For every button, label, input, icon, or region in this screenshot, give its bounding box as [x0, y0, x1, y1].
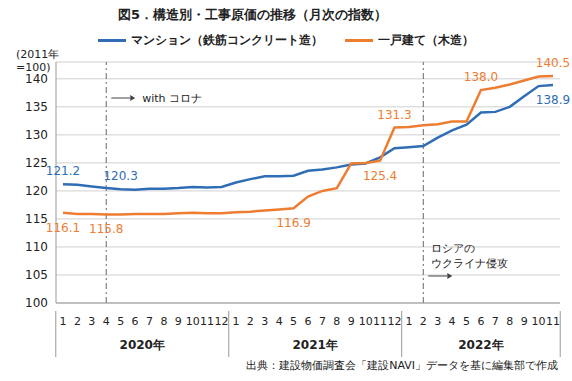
svg-text:135: 135	[25, 100, 48, 114]
svg-text:7: 7	[319, 315, 326, 328]
svg-text:5: 5	[290, 315, 297, 328]
svg-text:12: 12	[215, 315, 229, 328]
svg-text:116.9: 116.9	[276, 216, 310, 230]
html-text:出典：建設物価調査会「建設NAVI」データを基に編集部で作成: 出典：建設物価調査会「建設NAVI」データを基に編集部で作成	[246, 359, 558, 372]
svg-text:115.8: 115.8	[89, 222, 123, 236]
svg-text:110: 110	[25, 240, 48, 254]
html-text:=100): =100)	[16, 61, 51, 74]
svg-text:116.1: 116.1	[46, 221, 80, 235]
html-text:マンション（鉄筋コンクリート造）: マンション（鉄筋コンクリート造）	[131, 33, 323, 47]
svg-text:ロシアの: ロシアの	[431, 242, 475, 255]
svg-text:9: 9	[348, 315, 355, 328]
svg-text:8: 8	[333, 315, 340, 328]
svg-text:8: 8	[506, 315, 513, 328]
svg-text:2020年: 2020年	[120, 338, 165, 352]
svg-text:125: 125	[25, 156, 48, 170]
svg-text:4: 4	[449, 315, 456, 328]
svg-text:131.3: 131.3	[377, 108, 411, 122]
svg-text:1: 1	[405, 315, 412, 328]
svg-text:1: 1	[60, 315, 67, 328]
svg-text:138.0: 138.0	[464, 70, 498, 84]
svg-text:105: 105	[25, 268, 48, 282]
svg-text:4: 4	[103, 315, 110, 328]
svg-text:7: 7	[146, 315, 153, 328]
svg-text:6: 6	[477, 315, 484, 328]
svg-text:9: 9	[521, 315, 528, 328]
svg-text:with コロナ: with コロナ	[142, 92, 202, 105]
svg-text:ウクライナ侵攻: ウクライナ侵攻	[431, 257, 508, 270]
svg-text:3: 3	[261, 315, 268, 328]
svg-text:11: 11	[200, 315, 214, 328]
svg-text:125.4: 125.4	[363, 169, 397, 183]
svg-text:2021年: 2021年	[293, 338, 338, 352]
svg-text:2: 2	[420, 315, 427, 328]
html-text:図5．構造別・工事原価の推移（月次の指数）: 図5．構造別・工事原価の推移（月次の指数）	[118, 7, 387, 22]
html-text:一戸建て（木造）: 一戸建て（木造）	[378, 33, 474, 47]
svg-text:121.2: 121.2	[46, 164, 80, 178]
svg-text:8: 8	[160, 315, 167, 328]
svg-text:115: 115	[25, 212, 48, 226]
svg-text:100: 100	[25, 296, 48, 310]
svg-text:1: 1	[232, 315, 239, 328]
svg-text:11: 11	[373, 315, 387, 328]
svg-text:120.3: 120.3	[103, 169, 137, 183]
svg-text:10: 10	[359, 315, 373, 328]
svg-text:2: 2	[74, 315, 81, 328]
svg-text:3: 3	[88, 315, 95, 328]
svg-text:6: 6	[305, 315, 312, 328]
svg-text:11: 11	[546, 315, 560, 328]
svg-text:6: 6	[132, 315, 139, 328]
svg-text:138.9: 138.9	[536, 93, 564, 107]
svg-text:5: 5	[117, 315, 124, 328]
svg-text:10: 10	[186, 315, 200, 328]
svg-text:2022年: 2022年	[458, 338, 503, 352]
svg-text:2: 2	[247, 315, 254, 328]
svg-text:140.5: 140.5	[536, 56, 564, 70]
html-text:(2011年: (2011年	[16, 48, 60, 61]
svg-text:10: 10	[532, 315, 546, 328]
svg-text:9: 9	[175, 315, 182, 328]
svg-text:5: 5	[463, 315, 470, 328]
svg-text:12: 12	[387, 315, 401, 328]
svg-text:130: 130	[25, 128, 48, 142]
svg-text:120: 120	[25, 184, 48, 198]
svg-text:140: 140	[25, 72, 48, 86]
svg-text:7: 7	[492, 315, 499, 328]
svg-text:3: 3	[434, 315, 441, 328]
svg-text:4: 4	[276, 315, 283, 328]
